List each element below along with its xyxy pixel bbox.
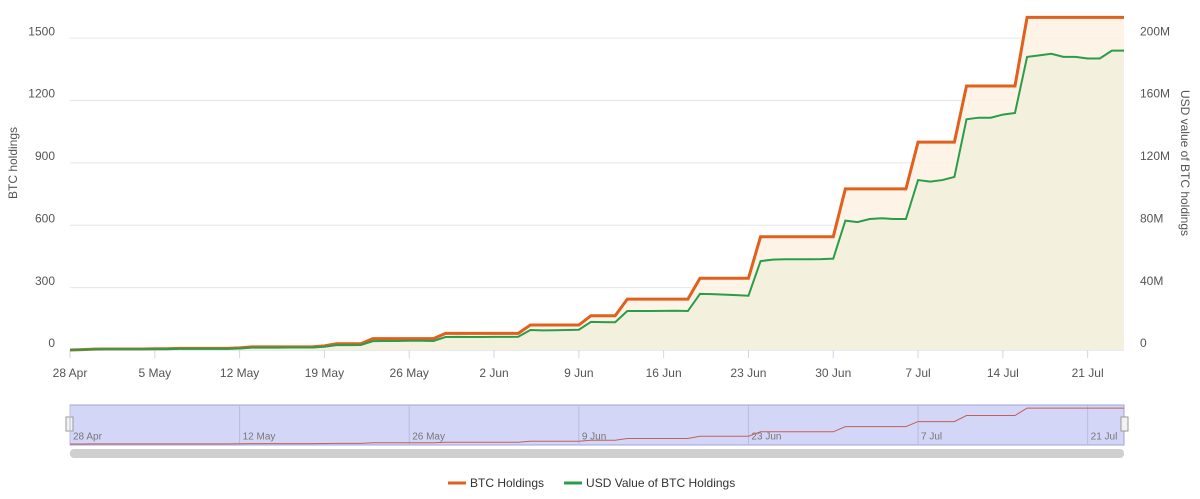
legend-label[interactable]: BTC Holdings	[470, 476, 544, 490]
x-tick-label: 21 Jul	[1072, 366, 1104, 380]
x-tick-label: 12 May	[220, 366, 259, 380]
plot	[69, 15, 1124, 358]
y2-tick-label: 200M	[1140, 24, 1170, 38]
x-tick-label: 16 Jun	[646, 366, 682, 380]
x-tick-label: 9 Jun	[564, 366, 593, 380]
y-tick-label: 1500	[28, 24, 55, 38]
navigator-label: 12 May	[243, 432, 276, 443]
area	[70, 50, 1124, 351]
y-tick-label: 600	[35, 211, 55, 225]
navigator-window[interactable]	[69, 404, 1125, 446]
x-tick-label: 7 Jul	[905, 366, 930, 380]
y-tick-label: 0	[48, 336, 55, 350]
navigator-label: 9 Jun	[582, 432, 606, 443]
scrollbar[interactable]	[70, 449, 1124, 458]
x-tick-label: 5 May	[138, 366, 171, 380]
y2-tick-label: 120M	[1140, 149, 1170, 163]
navigator-line	[69, 407, 1124, 445]
x-tick-label: 2 Jun	[479, 366, 508, 380]
navigator-label: 28 Apr	[73, 432, 103, 443]
x-tick-label: 19 May	[305, 366, 344, 380]
navigator-handle[interactable]	[1120, 416, 1129, 432]
y-tick-label: 900	[35, 149, 55, 163]
y-axis-title: BTC holdings	[6, 127, 20, 199]
y2-tick-label: 40M	[1140, 274, 1163, 288]
navigator-label: 23 Jun	[751, 432, 781, 443]
x-tick-label: 23 Jun	[730, 366, 766, 380]
navigator-label: 7 Jul	[921, 432, 942, 443]
x-tick-label: 28 Apr	[53, 366, 88, 380]
y2-tick-label: 0	[1140, 336, 1147, 350]
x-tick-label: 30 Jun	[815, 366, 851, 380]
y2-tick-label: 80M	[1140, 211, 1163, 225]
navigator-label: 26 May	[412, 432, 445, 443]
navigator-label: 21 Jul	[1091, 432, 1118, 443]
y-tick-label: 1200	[28, 87, 55, 101]
x-tick-label: 26 May	[390, 366, 429, 380]
x-tick-label: 14 Jul	[987, 366, 1019, 380]
y2-axis-title: USD value of BTC holdings	[1178, 90, 1192, 236]
navigator: 28 Apr 12 May 26 May 9 Jun 23 Jun 7 Jul 21 Jul	[69, 405, 1124, 445]
legend-label[interactable]: USD Value of BTC Holdings	[586, 476, 735, 490]
y2-tick-label: 160M	[1140, 87, 1170, 101]
line	[69, 49, 1124, 351]
y-tick-label: 300	[35, 274, 55, 288]
